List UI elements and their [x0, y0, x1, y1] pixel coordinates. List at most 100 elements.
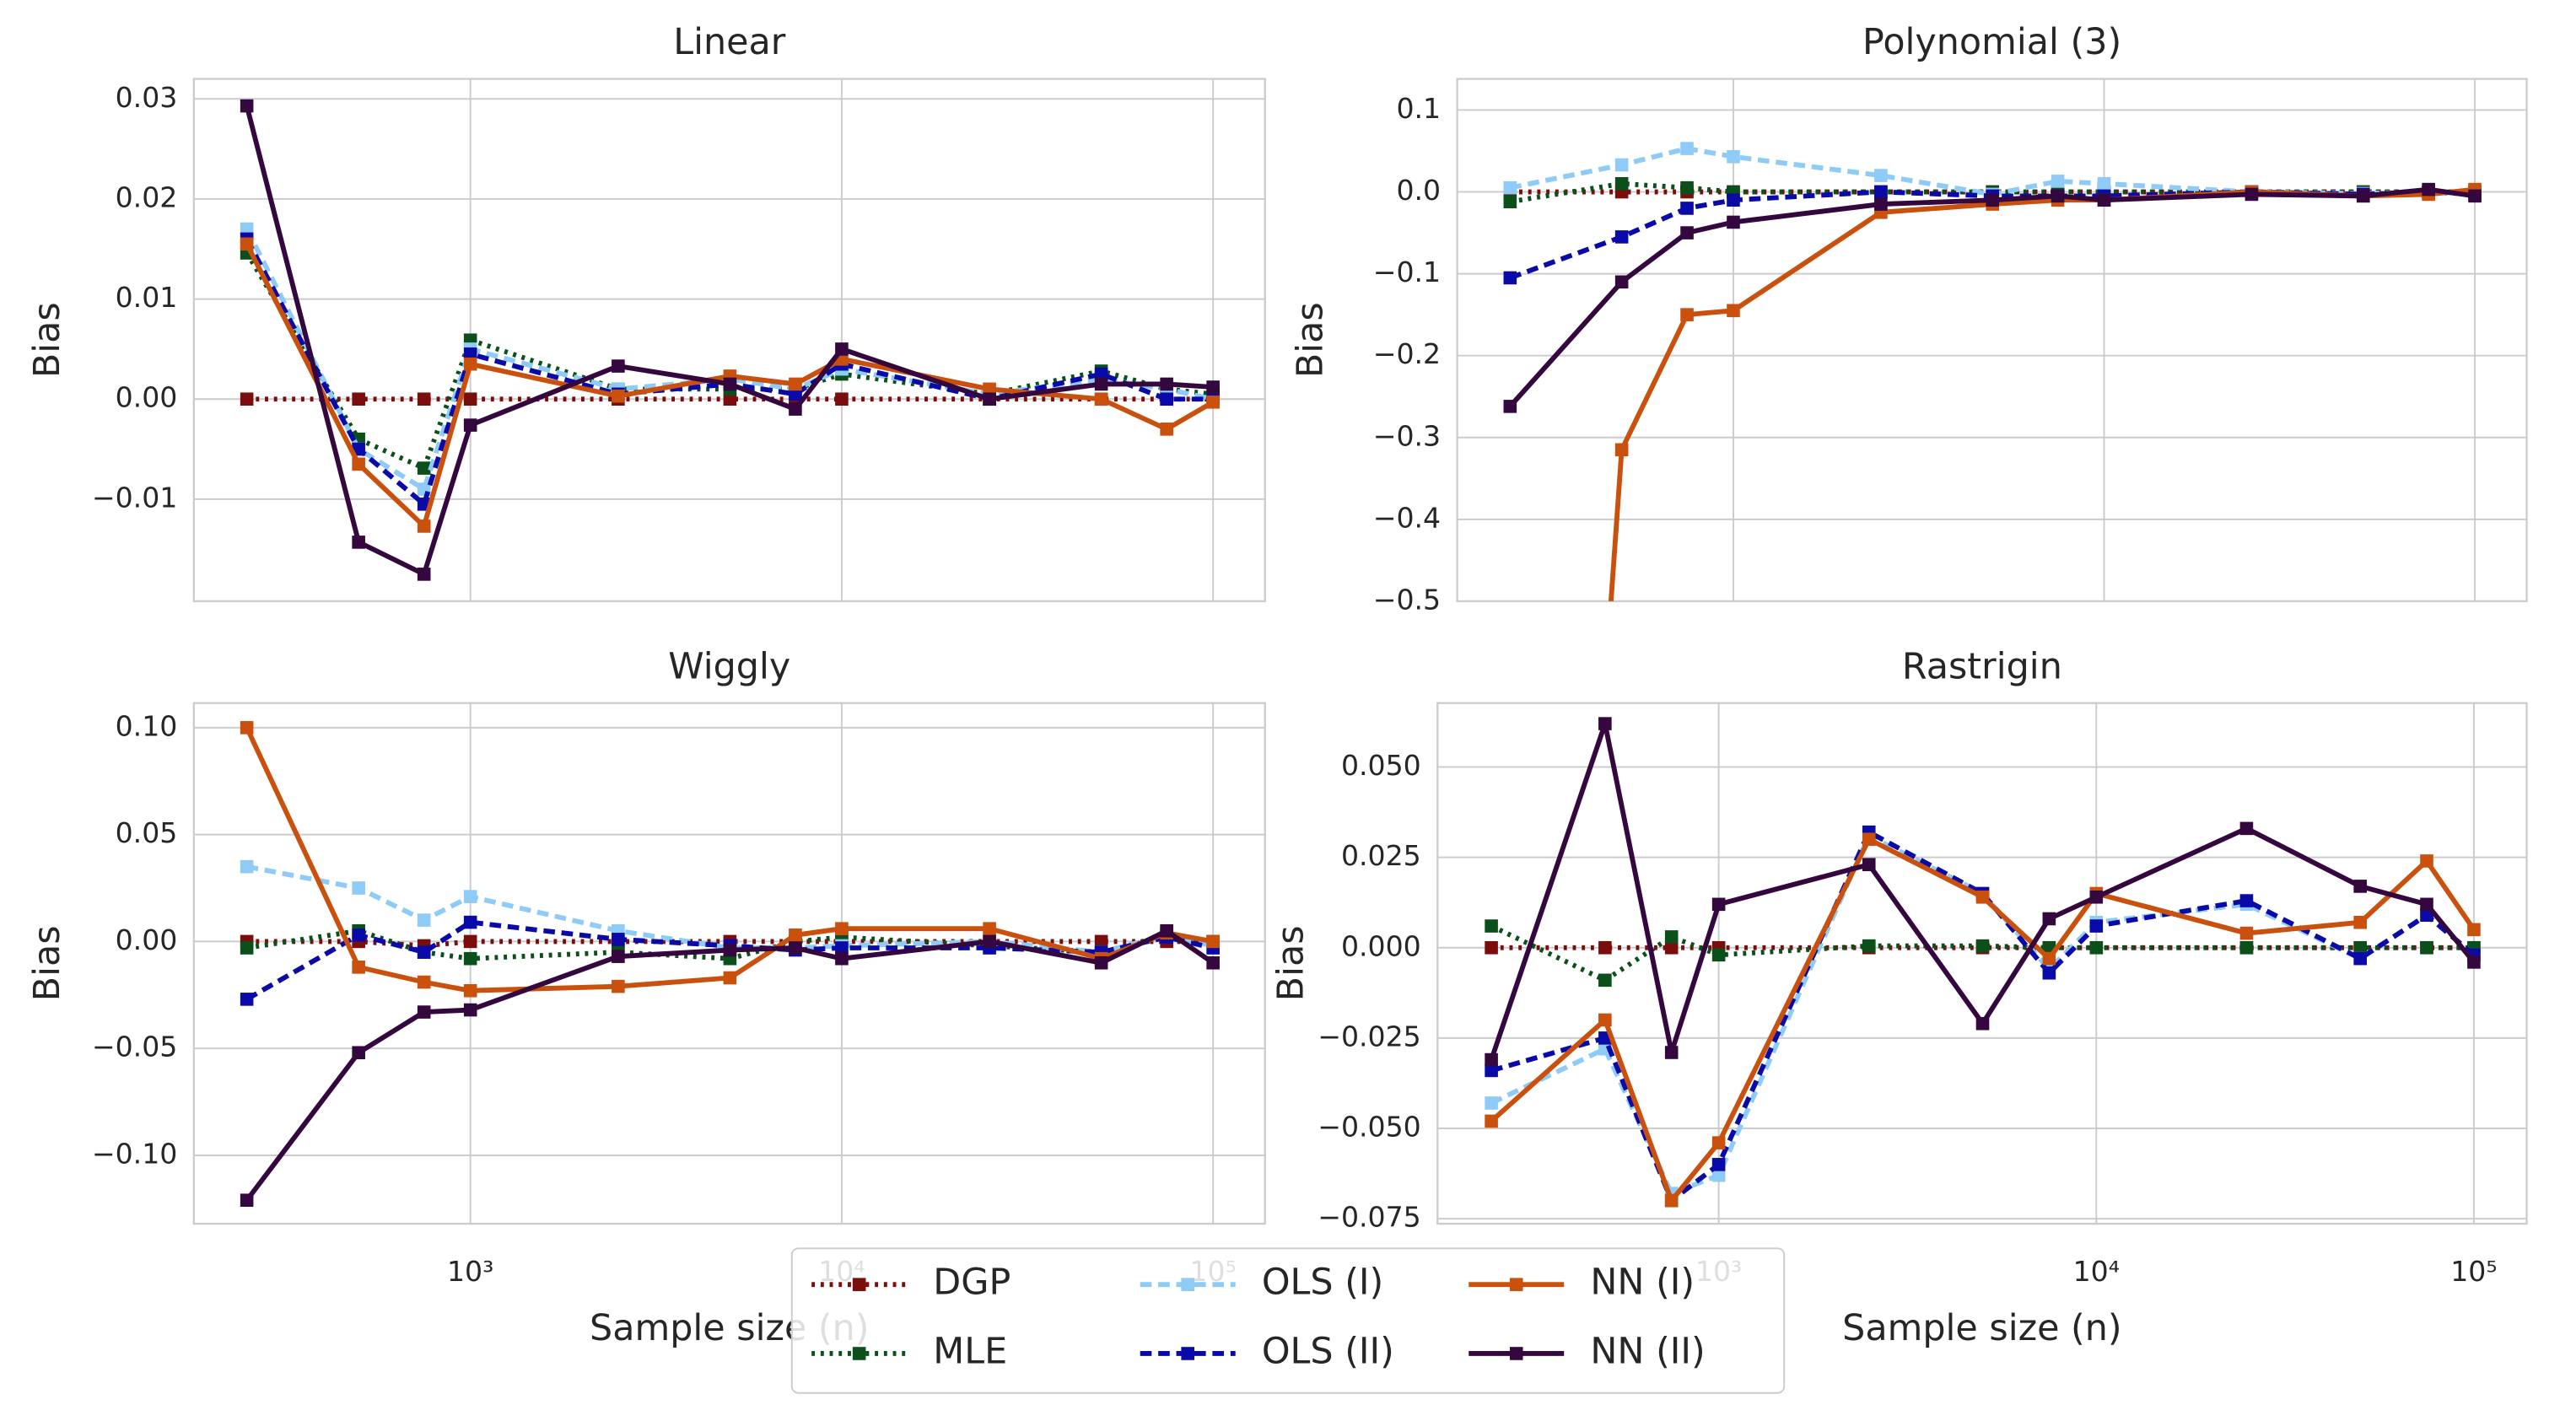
series-line	[1509, 180, 2476, 205]
y-tick-label: 0.00	[116, 381, 178, 414]
data-point	[1664, 1193, 1679, 1208]
data-point	[789, 377, 802, 391]
y-tick-label: 0.05	[116, 816, 178, 849]
y-tick-label: −0.3	[1373, 419, 1441, 452]
data-point	[240, 721, 254, 735]
plot-frame	[192, 78, 1266, 603]
data-point	[1614, 443, 1629, 457]
data-point	[1485, 1096, 1498, 1110]
data-point	[463, 983, 477, 998]
plot-frame	[192, 702, 1266, 1225]
data-point	[835, 941, 849, 955]
legend-label: OLS (I)	[1262, 1262, 1383, 1304]
y-tick-label: −0.2	[1373, 337, 1441, 370]
data-point	[2420, 897, 2433, 912]
legend-marker	[1181, 1278, 1194, 1291]
data-point	[1680, 202, 1694, 215]
data-point	[2353, 915, 2367, 929]
series-line	[1489, 721, 2476, 1061]
data-point	[1485, 1063, 1498, 1078]
data-point	[463, 418, 477, 432]
data-point	[789, 941, 802, 955]
data-point	[1503, 400, 1517, 413]
data-point	[240, 859, 254, 874]
data-point	[240, 222, 254, 236]
series-line	[245, 238, 1214, 507]
data-point	[463, 934, 477, 949]
plot-frame	[1456, 78, 2528, 603]
y-tick-label: −0.05	[92, 1031, 177, 1063]
y-tick-label: 0.0	[1396, 174, 1441, 207]
data-point	[1598, 1013, 1612, 1027]
y-tick-label: 0.050	[1341, 749, 1421, 782]
data-point	[2239, 821, 2254, 836]
series-line	[244, 726, 1214, 993]
data-point	[1975, 1016, 1990, 1031]
data-point	[417, 461, 431, 475]
data-point	[240, 1193, 254, 1208]
data-point	[1094, 392, 1108, 406]
data-point	[1206, 396, 1220, 409]
data-point	[2089, 919, 2104, 933]
data-point	[1503, 180, 1517, 195]
data-point	[1094, 955, 1108, 970]
data-point	[612, 933, 625, 946]
y-tick-label: −0.5	[1373, 583, 1441, 616]
data-point	[1680, 226, 1694, 240]
data-point	[463, 890, 477, 903]
data-point	[2420, 854, 2433, 868]
data-point	[1598, 940, 1612, 955]
data-point	[789, 387, 802, 401]
data-point	[1862, 858, 1876, 871]
series-line	[1608, 186, 2476, 601]
data-point	[1206, 955, 1220, 970]
legend-label: MLE	[933, 1330, 1007, 1372]
data-point	[1862, 832, 1876, 847]
legend: DGP MLE OLS (I) OLS (II) NN (I) NN (II)	[790, 1247, 1786, 1394]
legend-marker	[1509, 1278, 1523, 1291]
y-axis-label: Bias	[26, 925, 68, 1001]
data-point	[1503, 271, 1517, 285]
data-point	[1485, 919, 1498, 933]
series-line	[1490, 837, 2476, 1203]
series-line	[246, 939, 1214, 949]
data-point	[1664, 930, 1679, 944]
y-tick-label: −0.10	[92, 1137, 177, 1170]
data-point	[1094, 377, 1108, 391]
data-point	[1874, 185, 1888, 199]
data-point	[1206, 934, 1220, 949]
data-point	[2051, 189, 2065, 203]
data-point	[1727, 304, 1740, 318]
data-point	[1680, 142, 1694, 155]
data-point	[417, 1005, 431, 1019]
data-point	[1727, 215, 1740, 229]
y-tick-label: −0.1	[1373, 256, 1441, 288]
data-point	[240, 941, 254, 955]
x-axis-label: Sample size (n)	[1842, 1307, 2121, 1349]
data-point	[1094, 367, 1108, 381]
data-point	[240, 237, 254, 251]
data-point	[1614, 177, 1629, 191]
data-point	[2420, 940, 2433, 955]
data-point	[1862, 939, 1876, 953]
legend-marker	[1181, 1347, 1194, 1360]
data-point	[1975, 890, 1990, 904]
data-point	[1614, 275, 1629, 289]
data-point	[463, 347, 477, 361]
data-point	[983, 382, 996, 396]
data-point	[612, 979, 625, 993]
y-axis-label: Bias	[1269, 925, 1312, 1001]
legend-marker	[852, 1278, 866, 1291]
data-point	[2356, 189, 2370, 203]
data-point	[2042, 966, 2056, 980]
data-point	[2042, 912, 2056, 926]
data-point	[1727, 193, 1740, 207]
y-tick-label: −0.050	[1318, 1110, 1421, 1143]
data-point	[1727, 149, 1740, 164]
data-point	[463, 1003, 477, 1017]
series-line	[245, 243, 1215, 529]
data-point	[1160, 392, 1173, 406]
data-point	[352, 928, 365, 942]
